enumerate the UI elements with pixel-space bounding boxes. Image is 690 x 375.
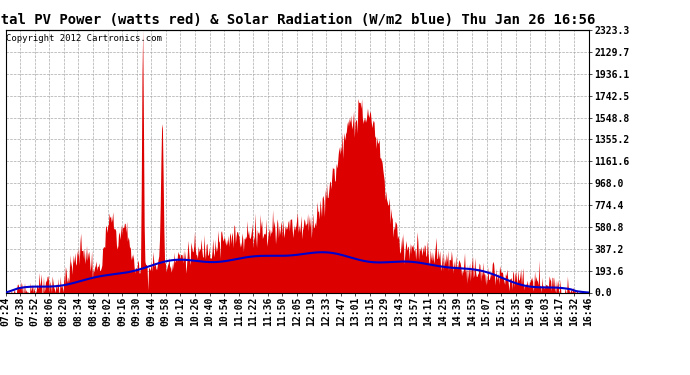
Text: Copyright 2012 Cartronics.com: Copyright 2012 Cartronics.com	[6, 34, 162, 43]
Text: Total PV Power (watts red) & Solar Radiation (W/m2 blue) Thu Jan 26 16:56: Total PV Power (watts red) & Solar Radia…	[0, 13, 595, 27]
